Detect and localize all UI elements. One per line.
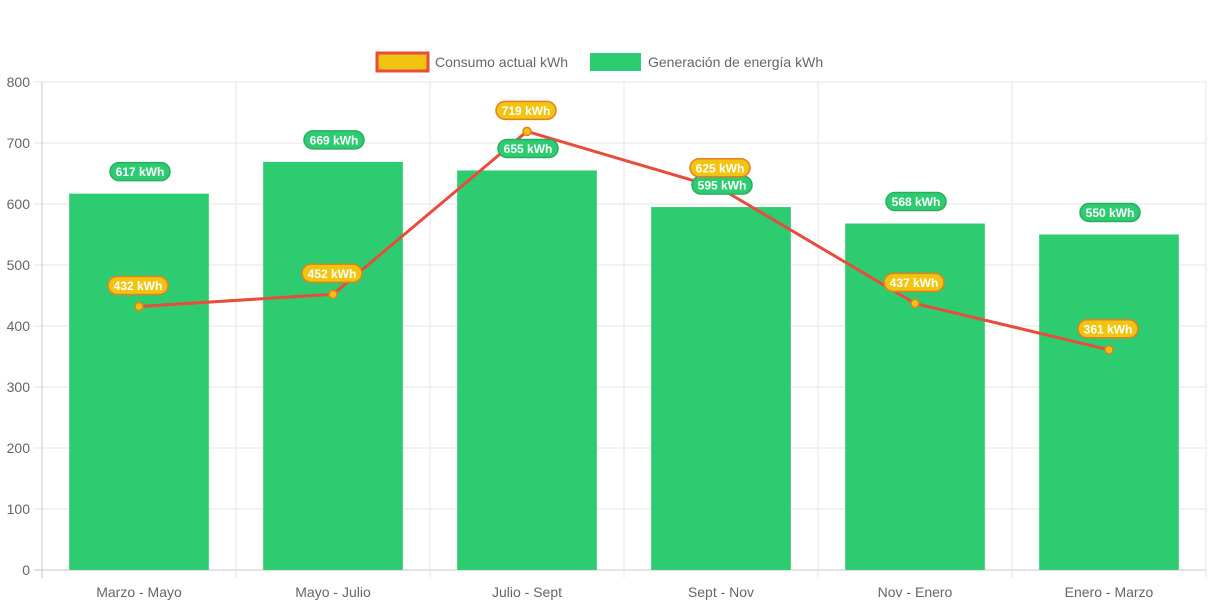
line-point[interactable]	[1104, 345, 1114, 355]
line-point[interactable]	[910, 298, 920, 309]
data-label-text: 432 kWh	[114, 279, 163, 293]
data-label: 361 kWh	[1077, 319, 1139, 339]
x-tick-label: Julio - Sept	[492, 584, 562, 600]
legend-label-consumo: Consumo actual kWh	[435, 54, 568, 70]
y-tick-label: 200	[7, 440, 31, 456]
x-tick-label: Mayo - Julio	[295, 584, 371, 600]
data-label-text: 437 kWh	[890, 276, 939, 290]
data-label: 452 kWh	[301, 263, 363, 284]
y-tick-label: 0	[22, 562, 30, 578]
data-label-box	[495, 100, 557, 121]
data-label-box	[301, 263, 363, 284]
data-label-box	[107, 275, 169, 296]
data-label-box	[883, 272, 945, 293]
line-point[interactable]	[134, 301, 144, 312]
data-label: 432 kWh	[107, 275, 169, 296]
bar[interactable]	[1039, 234, 1179, 571]
data-label-box	[1079, 202, 1141, 223]
data-label-box	[885, 191, 947, 212]
data-labels: 617 kWh 669 kWh 655 kWh 595 kWh 568 kWh 550 k…	[107, 100, 1141, 339]
data-label-text: 617 kWh	[116, 165, 165, 179]
axes: 0 100 200 300 400 500 600 700 800 Marzo - Mayo May…	[7, 74, 1154, 600]
bar[interactable]	[263, 161, 403, 570]
data-label: 719 kWh	[495, 100, 557, 121]
x-tick-label: Nov - Enero	[878, 584, 953, 600]
data-label: 550 kWh	[1079, 202, 1141, 223]
line-point[interactable]	[328, 289, 338, 300]
grid	[34, 81, 1207, 578]
legend-swatch-consumo	[375, 51, 430, 73]
y-tick-label: 100	[7, 501, 31, 517]
x-tick-label: Marzo - Mayo	[96, 584, 182, 600]
line-point[interactable]	[522, 126, 532, 137]
bar-series	[69, 161, 1179, 571]
data-label-text: 550 kWh	[1086, 206, 1135, 220]
y-tick-label: 400	[7, 318, 31, 334]
bar[interactable]	[69, 193, 209, 570]
legend-label-generacion: Generación de energía kWh	[648, 54, 823, 70]
data-label: 595 kWh	[691, 175, 753, 195]
data-label-text: 655 kWh	[504, 142, 553, 156]
y-tick-label: 800	[7, 74, 31, 90]
data-label-text: 719 kWh	[502, 104, 551, 118]
legend-item-generacion[interactable]: Generación de energía kWh	[590, 53, 823, 71]
data-label-text: 568 kWh	[892, 195, 941, 209]
y-tick-label: 600	[7, 196, 31, 212]
bar[interactable]	[651, 207, 791, 571]
data-label: 669 kWh	[303, 130, 365, 150]
y-tick-label: 700	[7, 135, 31, 151]
legend-item-consumo[interactable]: Consumo actual kWh	[375, 51, 568, 73]
legend: Consumo actual kWh Generación de energía…	[375, 51, 823, 73]
data-label: 437 kWh	[883, 272, 945, 293]
data-label-box	[109, 161, 171, 182]
data-label: 617 kWh	[109, 161, 171, 182]
y-tick-label: 500	[7, 257, 31, 273]
data-label-box	[497, 138, 559, 159]
data-label-box	[689, 158, 751, 178]
data-label-text: 595 kWh	[698, 179, 747, 193]
data-label: 655 kWh	[497, 138, 559, 159]
data-label-text: 452 kWh	[308, 267, 357, 281]
x-tick-label: Enero - Marzo	[1065, 584, 1154, 600]
data-label-text: 625 kWh	[696, 161, 745, 175]
bar[interactable]	[457, 170, 597, 570]
data-label-box	[1077, 319, 1139, 339]
x-tick-label: Sept - Nov	[688, 584, 754, 600]
data-label-box	[303, 130, 365, 150]
y-tick-label: 300	[7, 379, 31, 395]
data-label: 625 kWh	[689, 158, 751, 178]
data-label: 568 kWh	[885, 191, 947, 212]
legend-swatch-generacion	[590, 53, 641, 71]
consumo-line	[138, 129, 1110, 352]
data-label-text: 669 kWh	[310, 133, 359, 147]
data-label-text: 361 kWh	[1084, 322, 1133, 336]
